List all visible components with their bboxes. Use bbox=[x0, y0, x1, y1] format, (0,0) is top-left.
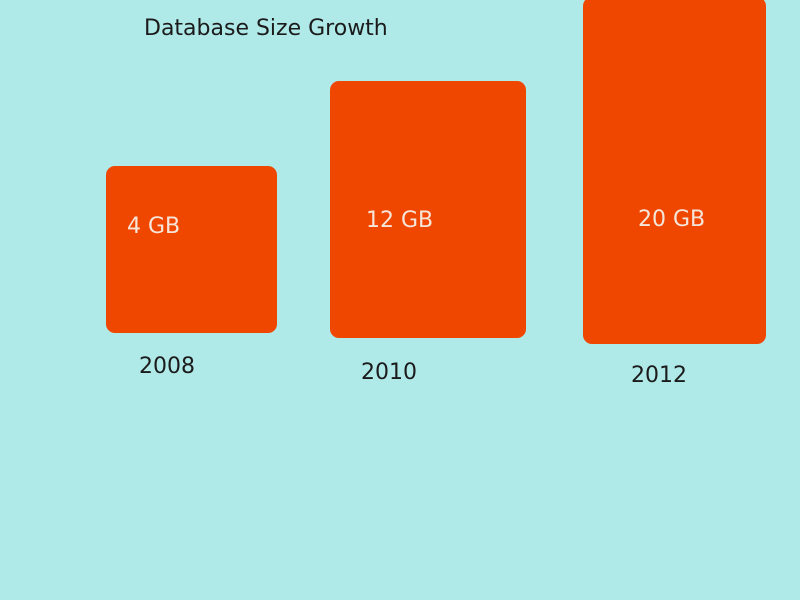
bar-2012 bbox=[583, 0, 766, 344]
data-label-2012: 20 GB bbox=[638, 207, 706, 232]
data-label-2008: 4 GB bbox=[127, 214, 181, 239]
bar-2010 bbox=[330, 81, 526, 338]
category-label-2010: 2010 bbox=[361, 360, 417, 385]
bar-2008 bbox=[106, 166, 277, 333]
category-label-2008: 2008 bbox=[139, 354, 195, 379]
data-label-2010: 12 GB bbox=[366, 208, 434, 233]
chart-title: Database Size Growth bbox=[144, 16, 388, 41]
category-label-2012: 2012 bbox=[631, 363, 687, 388]
